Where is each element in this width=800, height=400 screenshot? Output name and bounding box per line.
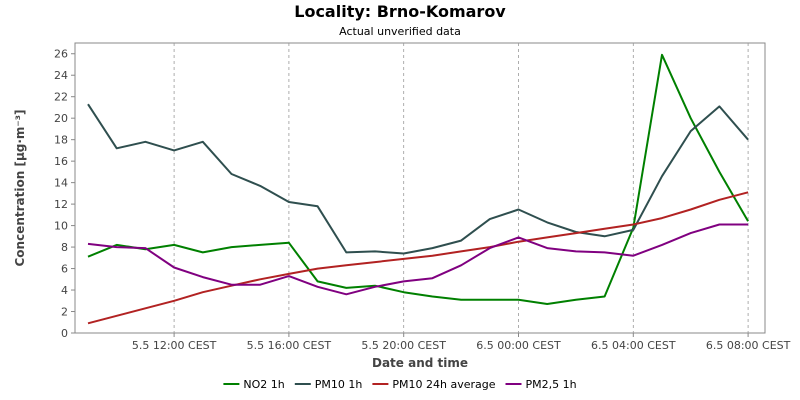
series-line-pm2-5-1h <box>87 223 749 296</box>
x-tick-label: 5.5 12:00 CEST <box>132 339 217 352</box>
chart-title: Locality: Brno-Komarov <box>294 2 506 21</box>
series-lines <box>87 53 749 325</box>
legend: NO2 1h PM10 1h PM10 24h average PM2,5 1h <box>223 378 577 391</box>
plot-area <box>74 42 766 334</box>
series-line-no2-1h <box>87 53 749 305</box>
y-tick-label: 2 <box>61 306 68 319</box>
y-tick-label: 14 <box>54 177 68 190</box>
y-tick-label: 26 <box>54 48 68 61</box>
y-tick-label: 4 <box>61 284 68 297</box>
legend-label: PM10 24h average <box>392 378 495 391</box>
series-line-pm10-24h-average <box>87 191 749 325</box>
y-tick-label: 24 <box>54 69 68 82</box>
y-tick-label: 22 <box>54 91 68 104</box>
x-tick-label: 6.5 00:00 CEST <box>476 339 561 352</box>
y-tick-label: 6 <box>61 263 68 276</box>
y-tick-label: 20 <box>54 112 68 125</box>
y-tick-label: 18 <box>54 134 68 147</box>
y-tick-label: 8 <box>61 241 68 254</box>
x-tick-label: 5.5 16:00 CEST <box>247 339 332 352</box>
legend-item: PM10 1h <box>294 378 363 391</box>
x-tick-label: 6.5 08:00 CEST <box>706 339 791 352</box>
legend-item: NO2 1h <box>223 378 285 391</box>
chart-subtitle: Actual unverified data <box>339 25 461 38</box>
legend-label: PM2,5 1h <box>526 378 577 391</box>
legend-item: PM10 24h average <box>372 378 496 391</box>
y-tick-label: 0 <box>61 327 68 340</box>
x-axis-title: Date and time <box>372 356 468 370</box>
y-tick-label: 12 <box>54 198 68 211</box>
legend-label: NO2 1h <box>243 378 284 391</box>
x-axis-ticks: 5.5 12:00 CEST 5.5 16:00 CEST 5.5 20:00 CE… <box>132 333 791 352</box>
x-tick-label: 5.5 20:00 CEST <box>361 339 446 352</box>
legend-label: PM10 1h <box>315 378 363 391</box>
y-axis-title: Concentration [µg·m⁻³] <box>13 110 27 267</box>
x-tick-label: 6.5 04:00 CEST <box>591 339 676 352</box>
y-tick-label: 10 <box>54 220 68 233</box>
legend-item: PM2,5 1h <box>505 378 577 391</box>
series-line-pm10-1h <box>87 103 749 255</box>
grid-lines <box>173 43 749 333</box>
y-tick-label: 16 <box>54 155 68 168</box>
